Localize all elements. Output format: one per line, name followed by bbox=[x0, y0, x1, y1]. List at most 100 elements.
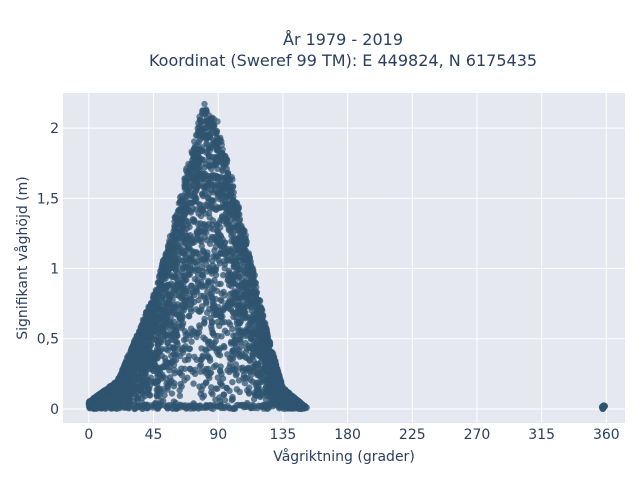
data-point bbox=[205, 173, 212, 180]
data-point bbox=[161, 391, 168, 399]
data-point bbox=[128, 368, 135, 376]
data-point bbox=[158, 280, 165, 288]
data-point bbox=[168, 336, 176, 344]
data-point bbox=[143, 382, 150, 389]
data-point bbox=[205, 152, 213, 159]
data-point bbox=[175, 320, 183, 327]
data-point bbox=[238, 327, 245, 334]
data-point bbox=[236, 236, 243, 244]
data-point bbox=[254, 336, 261, 343]
data-point bbox=[264, 333, 272, 341]
data-point bbox=[247, 270, 254, 277]
data-point bbox=[192, 259, 199, 266]
data-point bbox=[154, 364, 161, 372]
data-point bbox=[122, 404, 129, 411]
data-point bbox=[244, 263, 251, 271]
data-point bbox=[222, 161, 229, 169]
data-point bbox=[157, 306, 164, 313]
data-point bbox=[204, 352, 212, 360]
data-point bbox=[164, 383, 172, 391]
data-point bbox=[248, 307, 255, 314]
x-tick-label: 90 bbox=[209, 427, 227, 443]
data-point bbox=[171, 370, 178, 377]
data-point bbox=[201, 164, 208, 171]
data-point bbox=[162, 375, 170, 382]
data-point bbox=[184, 221, 192, 228]
data-point bbox=[209, 298, 216, 305]
data-point bbox=[218, 297, 225, 305]
data-point bbox=[188, 338, 195, 345]
data-point bbox=[139, 347, 146, 354]
data-point bbox=[209, 197, 216, 204]
data-point bbox=[240, 308, 247, 315]
data-point bbox=[100, 404, 108, 411]
data-point bbox=[601, 402, 608, 410]
data-point bbox=[220, 391, 228, 398]
data-point bbox=[205, 128, 212, 135]
data-point bbox=[217, 233, 225, 240]
data-point bbox=[107, 394, 114, 401]
y-axis-title: Signifikant våghöjd (m) bbox=[14, 176, 31, 339]
data-point bbox=[197, 368, 204, 375]
data-point bbox=[231, 252, 239, 260]
data-point bbox=[243, 325, 250, 333]
data-point bbox=[180, 304, 187, 311]
data-point bbox=[224, 220, 232, 227]
data-point bbox=[212, 267, 219, 274]
data-point bbox=[193, 306, 200, 313]
data-point bbox=[236, 388, 243, 396]
data-point bbox=[202, 346, 209, 353]
chart-title-line-1: År 1979 - 2019 bbox=[283, 30, 403, 49]
data-point bbox=[212, 233, 220, 240]
data-point bbox=[275, 369, 282, 376]
data-point bbox=[167, 301, 174, 308]
data-point bbox=[220, 342, 228, 350]
data-point bbox=[295, 401, 302, 409]
y-tick-label: 2 bbox=[50, 121, 59, 137]
data-point bbox=[186, 183, 193, 191]
data-point bbox=[161, 333, 169, 340]
data-point bbox=[253, 343, 260, 350]
data-point bbox=[221, 215, 229, 223]
data-point bbox=[186, 345, 193, 353]
data-point bbox=[206, 240, 214, 247]
data-point bbox=[235, 275, 243, 282]
data-point bbox=[211, 161, 218, 168]
data-point bbox=[198, 191, 206, 198]
data-point bbox=[220, 271, 227, 279]
data-point bbox=[184, 263, 192, 270]
data-point bbox=[301, 403, 309, 410]
data-point bbox=[198, 386, 205, 394]
data-point bbox=[187, 189, 194, 197]
data-point bbox=[203, 261, 210, 268]
data-point bbox=[214, 253, 222, 260]
data-point bbox=[159, 269, 166, 277]
data-point bbox=[95, 404, 103, 412]
data-point bbox=[208, 342, 216, 349]
data-point bbox=[193, 248, 200, 256]
data-point bbox=[199, 272, 206, 279]
data-point bbox=[147, 342, 154, 349]
data-point bbox=[191, 159, 199, 166]
data-point bbox=[221, 180, 228, 187]
data-point bbox=[191, 152, 199, 159]
y-tick-label: 0 bbox=[50, 402, 59, 418]
data-point bbox=[166, 363, 174, 371]
data-point bbox=[153, 386, 160, 393]
grid-lines bbox=[63, 93, 625, 423]
data-point bbox=[177, 209, 185, 216]
data-point bbox=[199, 352, 206, 359]
data-point bbox=[203, 379, 210, 386]
x-tick-label: 270 bbox=[464, 427, 491, 443]
data-point bbox=[204, 288, 211, 295]
data-point bbox=[229, 348, 236, 355]
data-point bbox=[234, 247, 241, 255]
data-point bbox=[224, 207, 232, 214]
data-point bbox=[131, 397, 138, 405]
data-point bbox=[208, 318, 216, 325]
data-point bbox=[232, 405, 239, 412]
data-point bbox=[217, 280, 224, 288]
data-point bbox=[188, 297, 195, 304]
data-point bbox=[246, 256, 254, 264]
data-point bbox=[99, 390, 107, 398]
